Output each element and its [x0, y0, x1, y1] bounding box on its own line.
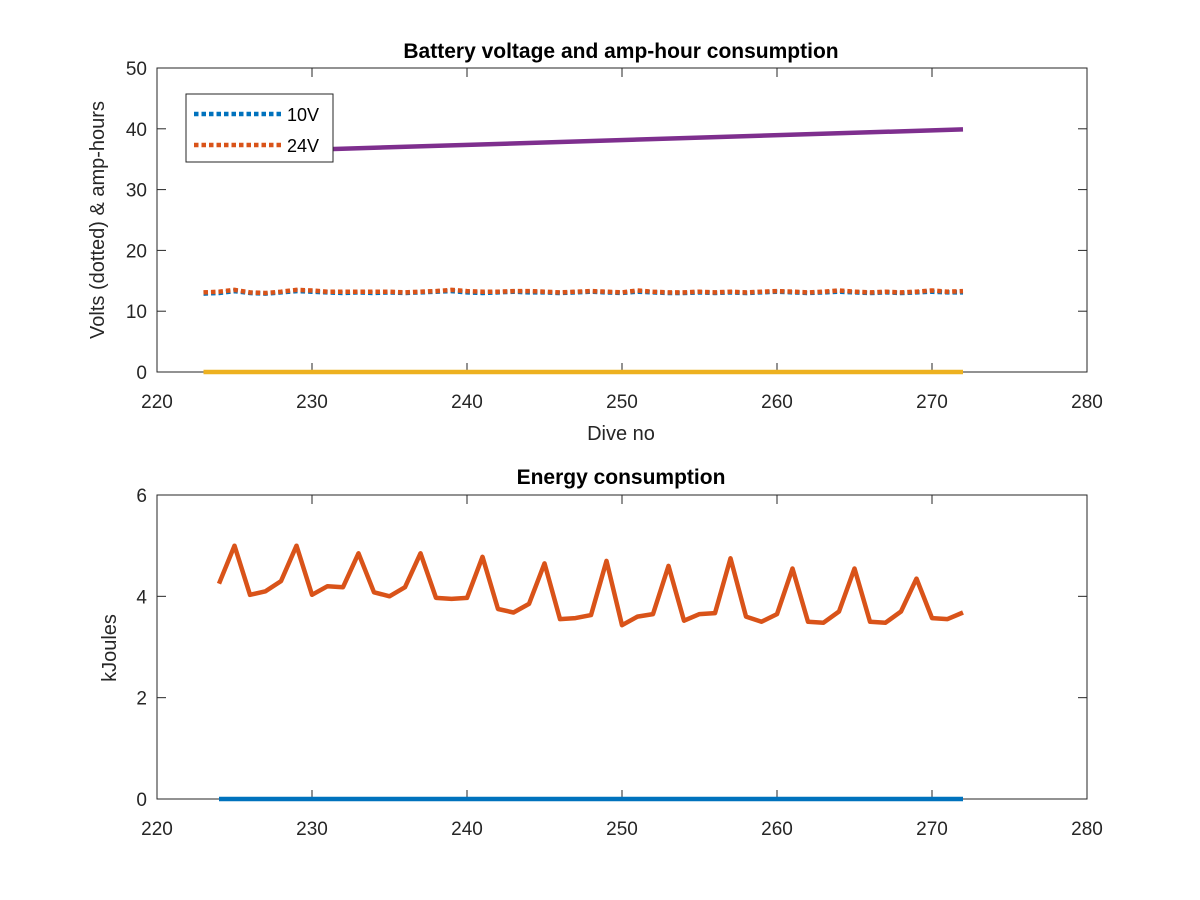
- y-tick-label: 2: [136, 689, 147, 710]
- x-tick-label: 230: [296, 392, 328, 413]
- voltage-series-24v: [203, 287, 964, 296]
- legend-box: [185, 93, 334, 163]
- x-tick-label: 240: [451, 819, 483, 840]
- legend-label-10v: 10V: [287, 105, 319, 125]
- x-tick-label: 280: [1071, 819, 1103, 840]
- y-tick-label: 50: [126, 59, 147, 80]
- y-tick-label: 0: [136, 790, 147, 811]
- x-tick-label: 220: [141, 819, 173, 840]
- energy-series-line-0: [216, 543, 964, 628]
- energy-chart: Energy consumption kJoules 220 230 240 250 2…: [99, 466, 1103, 840]
- energy-chart-title: Energy consumption: [517, 466, 726, 489]
- y-tick-label: 10: [126, 302, 147, 323]
- x-tick-label: 250: [606, 392, 638, 413]
- voltage-chart-plot-area: 220 230 240 250 260 270 280 0 10 20 30 40 50: [126, 59, 1103, 413]
- voltage-chart: Battery voltage and amp-hour consumption…: [87, 40, 1103, 445]
- x-tick-label: 230: [296, 819, 328, 840]
- y-tick-label: 30: [126, 181, 147, 202]
- x-tick-label: 270: [916, 819, 948, 840]
- voltage-chart-ylabel: Volts (dotted) & amp-hours: [87, 101, 109, 339]
- x-tick-label: 260: [761, 392, 793, 413]
- y-tick-label: 6: [136, 486, 147, 507]
- x-tick-label: 280: [1071, 392, 1103, 413]
- axes-box: [156, 494, 1088, 800]
- x-tick-label: 250: [606, 819, 638, 840]
- y-tick-label: 40: [126, 120, 147, 141]
- x-tick-label: 240: [451, 392, 483, 413]
- y-tick-label: 20: [126, 241, 147, 262]
- y-tick-label: 4: [136, 587, 147, 608]
- voltage-chart-xlabel: Dive no: [587, 423, 655, 445]
- voltage-chart-title: Battery voltage and amp-hour consumption: [403, 40, 838, 63]
- energy-chart-plot-area: 220 230 240 250 260 270 280 0 2 4 6: [136, 486, 1102, 840]
- x-tick-label: 220: [141, 392, 173, 413]
- y-tick-label: 0: [136, 363, 147, 384]
- legend-label-24v: 24V: [287, 136, 319, 156]
- x-tick-label: 270: [916, 392, 948, 413]
- voltage-chart-legend: 10V 24V: [185, 93, 334, 163]
- energy-chart-ylabel: kJoules: [99, 614, 121, 682]
- x-tick-label: 260: [761, 819, 793, 840]
